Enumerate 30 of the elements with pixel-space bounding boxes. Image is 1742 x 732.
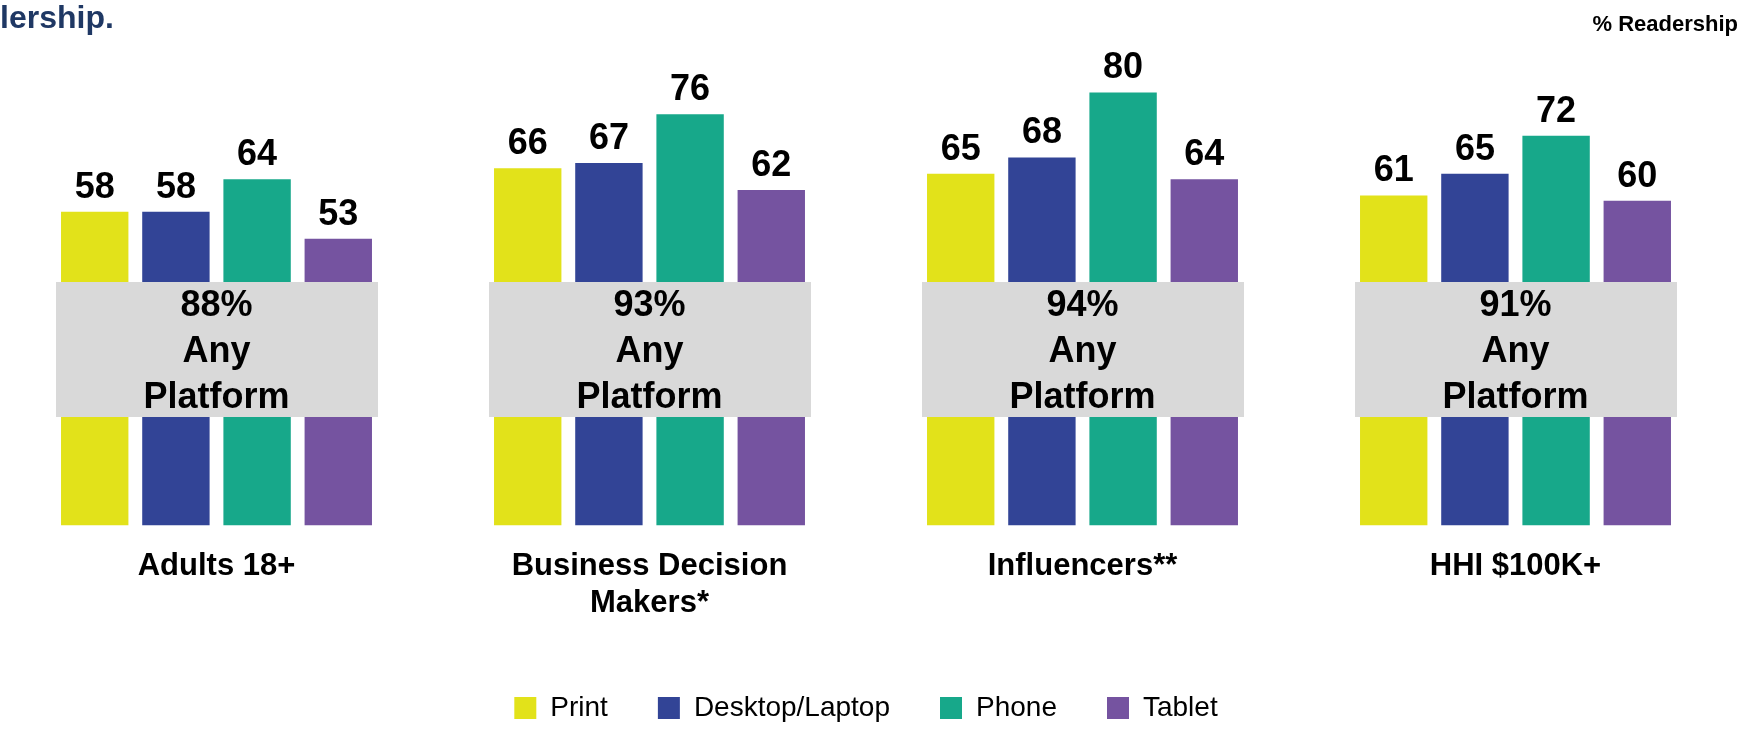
data-label: 68 <box>1021 110 1062 152</box>
text-box: 88% Any Platform <box>55 282 378 418</box>
data-label: 64 <box>1184 132 1225 174</box>
data-label: 80 <box>1103 45 1144 87</box>
legend-label: Print <box>550 690 609 722</box>
legend-label: Desktop/Laptop <box>693 690 891 722</box>
data-label: 62 <box>751 142 792 184</box>
y-axis-title: % Readership <box>1592 11 1738 37</box>
x-tick-label: Business Decision Makers* <box>511 546 788 619</box>
data-label: 58 <box>155 164 196 206</box>
data-label: 64 <box>237 132 278 174</box>
legend-label: Phone <box>976 690 1057 722</box>
data-label: 65 <box>1454 126 1495 168</box>
data-label: 76 <box>670 67 711 109</box>
data-label: 67 <box>588 115 629 157</box>
data-label: 66 <box>507 121 548 163</box>
text-box: 91% Any Platform <box>1354 282 1677 418</box>
text-box: 94% Any Platform <box>921 282 1244 418</box>
x-tick-label: HHI $100K+ <box>1429 546 1602 582</box>
data-label: 60 <box>1617 153 1658 195</box>
data-label: 65 <box>940 126 981 168</box>
text-box: 93% Any Platform <box>488 282 811 418</box>
data-label: 61 <box>1373 148 1414 190</box>
data-label: 58 <box>74 164 115 206</box>
x-tick-label: Influencers** <box>987 546 1179 582</box>
chart-title: lership. <box>0 0 114 36</box>
data-label: 72 <box>1536 88 1577 130</box>
x-tick-label: Adults 18+ <box>137 546 296 582</box>
legend-label: Tablet <box>1142 690 1218 722</box>
data-label: 53 <box>318 191 359 233</box>
